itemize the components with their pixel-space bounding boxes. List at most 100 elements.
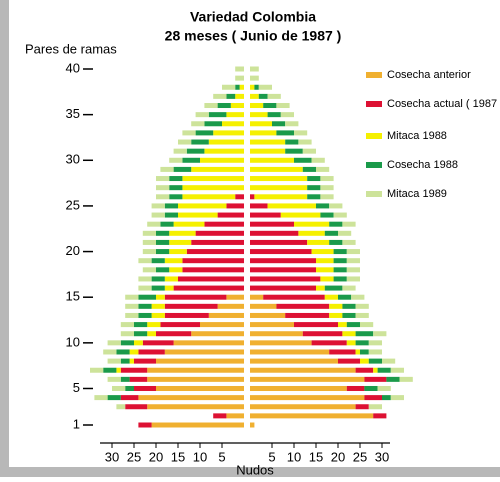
bar-segment-left xyxy=(164,294,227,300)
bar-segment-left xyxy=(138,422,152,428)
bar-segment-right xyxy=(285,312,330,318)
bar-segment-left xyxy=(156,358,244,364)
bar-segment-right xyxy=(360,358,369,364)
bar-segment-left xyxy=(138,349,165,355)
bar-segment-left xyxy=(195,230,244,236)
y-tick-label: 10 xyxy=(66,334,80,349)
bar-segment-right xyxy=(329,303,343,309)
bar-segment-right xyxy=(364,385,378,391)
bar-segment-right xyxy=(307,194,321,200)
bar-segment-left xyxy=(160,221,174,227)
x-tick-label: 25 xyxy=(127,449,141,464)
bar-segment-left xyxy=(147,331,156,337)
x-tick-label: 5 xyxy=(268,449,275,464)
bar-segment-right xyxy=(254,194,308,200)
bar-segment-left xyxy=(156,194,170,200)
bar-segment-left xyxy=(138,258,152,264)
bar-segment-right xyxy=(390,395,404,401)
x-tick-label: 15 xyxy=(309,449,323,464)
legend-swatch xyxy=(366,133,382,139)
bar-segment-right xyxy=(250,139,286,145)
bar-segment-left xyxy=(235,194,244,200)
bar-segment-right xyxy=(250,376,365,382)
bar-segment-left xyxy=(151,276,165,282)
y-tick-label: 15 xyxy=(66,289,80,304)
bar-segment-right xyxy=(346,276,360,282)
frame-shadow xyxy=(0,0,9,477)
bar-segment-left xyxy=(169,194,183,200)
bar-segment-right xyxy=(338,358,360,364)
bar-segment-left xyxy=(191,121,205,127)
bar-segment-left xyxy=(235,66,244,72)
bar-segment-left xyxy=(186,148,205,154)
bar-segment-left xyxy=(125,312,139,318)
bar-segment-left xyxy=(164,203,178,209)
bar-segment-right xyxy=(342,303,356,309)
bar-segment-right xyxy=(390,367,404,373)
bar-segment-right xyxy=(368,349,382,355)
bar-segment-right xyxy=(250,422,255,428)
bar-segment-left xyxy=(107,376,121,382)
bar-segment-left xyxy=(178,276,244,282)
bar-segment-right xyxy=(267,203,316,209)
bar-segment-left xyxy=(120,331,134,337)
bar-segment-left xyxy=(195,130,214,136)
bar-segment-left xyxy=(164,276,178,282)
bar-segment-right xyxy=(338,230,352,236)
bar-segment-right xyxy=(316,203,330,209)
bar-segment-right xyxy=(324,285,343,291)
bar-segment-left xyxy=(120,322,134,328)
bar-segment-right xyxy=(373,331,387,337)
bar-segment-right xyxy=(250,285,316,291)
bar-segment-left xyxy=(182,176,244,182)
legend-swatch xyxy=(366,191,382,197)
bar-segment-left xyxy=(217,303,244,309)
bar-segment-left xyxy=(156,249,170,255)
bar-segment-right xyxy=(333,276,347,282)
bar-segment-right xyxy=(294,221,330,227)
bar-segment-right xyxy=(250,358,338,364)
bar-segment-left xyxy=(226,93,236,99)
legend-swatch xyxy=(366,101,382,107)
chart-title: Variedad Colombia xyxy=(190,9,316,25)
bar-segment-left xyxy=(204,103,218,109)
bar-segment-right xyxy=(250,258,316,264)
bar-segment-left xyxy=(182,130,196,136)
bar-segment-left xyxy=(138,276,152,282)
bar-segment-right xyxy=(342,239,356,245)
bar-segment-right xyxy=(276,303,330,309)
bar-segment-left xyxy=(235,84,240,90)
bar-segment-left xyxy=(94,395,108,401)
bar-segment-left xyxy=(147,367,244,373)
bar-segment-left xyxy=(191,166,244,172)
bar-segment-right xyxy=(329,349,356,355)
bar-segment-right xyxy=(311,157,325,163)
bar-segment-right xyxy=(276,103,290,109)
bar-segment-left xyxy=(142,230,156,236)
x-tick-label: 25 xyxy=(353,449,367,464)
legend-label: Cosecha 1988 xyxy=(387,159,458,171)
bar-segment-left xyxy=(107,340,121,346)
bar-segment-left xyxy=(107,358,121,364)
bar-segment-right xyxy=(355,312,369,318)
bar-segment-right xyxy=(329,203,343,209)
bar-segment-left xyxy=(217,103,231,109)
bar-segment-right xyxy=(294,130,308,136)
bar-segment-right xyxy=(267,93,281,99)
bar-segment-left xyxy=(151,422,244,428)
bar-segment-left xyxy=(138,395,244,401)
bar-segment-left xyxy=(191,139,209,145)
bar-segment-right xyxy=(250,130,277,136)
bar-segment-left xyxy=(125,294,139,300)
bar-segment-right xyxy=(324,230,338,236)
bar-segment-right xyxy=(338,322,347,328)
y-tick-label: 30 xyxy=(66,152,80,167)
bar-segment-left xyxy=(226,112,244,118)
bar-segment-right xyxy=(329,312,343,318)
bar-segment-right xyxy=(250,185,308,191)
bar-segment-right xyxy=(302,166,316,172)
bar-segment-left xyxy=(191,239,244,245)
bar-segment-left xyxy=(156,331,192,337)
bar-segment-right xyxy=(250,112,268,118)
